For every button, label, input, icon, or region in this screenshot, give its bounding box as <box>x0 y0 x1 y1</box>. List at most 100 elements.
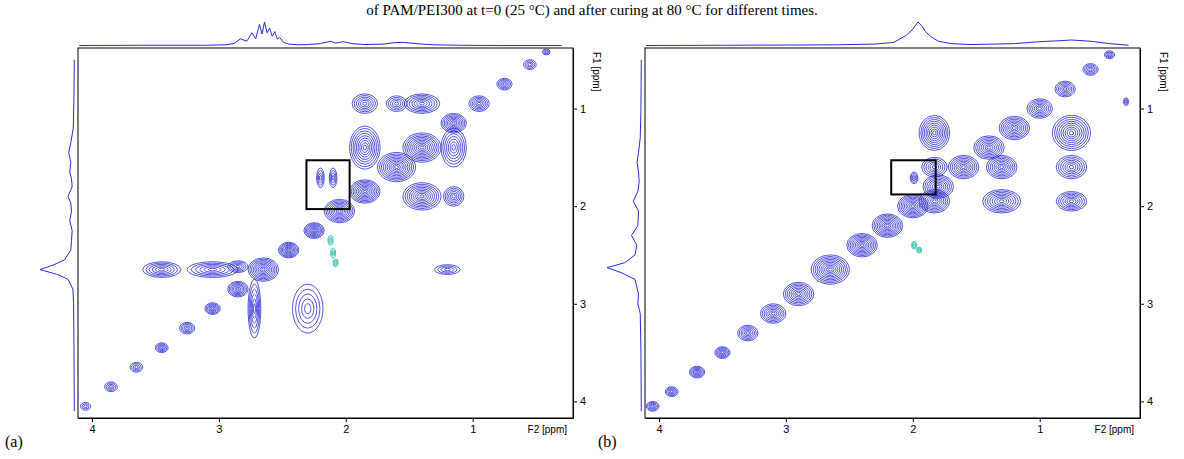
contour-ring <box>923 119 947 146</box>
contour-ring <box>407 95 437 112</box>
y-tick-mark <box>1140 401 1144 402</box>
contour-ring <box>1034 104 1045 112</box>
projection-f1 <box>40 60 74 411</box>
contour-ring <box>328 235 333 245</box>
contour-ring <box>768 309 779 317</box>
contour-ring <box>906 201 920 211</box>
contour-ring <box>791 288 806 300</box>
contour-ring <box>545 51 548 53</box>
contour-ring <box>924 121 944 144</box>
contour-ring <box>929 127 939 139</box>
contour-ring <box>393 164 401 170</box>
contour-ring <box>355 133 375 162</box>
contour-ring <box>1059 121 1084 144</box>
contour-ring <box>200 266 225 274</box>
x-axis-line <box>646 418 1141 419</box>
contour-ring <box>956 161 971 173</box>
y-tick: 3 <box>1140 298 1153 310</box>
contour-ring <box>852 237 872 253</box>
contour-ring <box>669 390 674 394</box>
contour-ring <box>929 197 940 206</box>
y-tick-label: 3 <box>1147 298 1153 310</box>
panel-label: (a) <box>5 433 23 451</box>
contour-ring <box>1125 100 1127 103</box>
plot-area <box>81 49 551 410</box>
contour-ring <box>229 282 246 295</box>
contour-ring <box>414 142 429 154</box>
contour-ring <box>393 101 401 107</box>
contour-ring <box>528 63 531 65</box>
contour-ring <box>450 193 457 200</box>
plot-frame <box>645 48 1140 418</box>
contour-ring <box>1063 88 1066 91</box>
y-tick-mark <box>573 304 577 305</box>
contour-ring <box>691 367 704 377</box>
contour-ring <box>1056 155 1086 178</box>
contour-ring <box>1108 54 1111 56</box>
contour-ring <box>917 247 922 253</box>
contour-ring <box>411 139 434 157</box>
contour-ring <box>331 205 348 218</box>
contour-ring <box>302 299 314 319</box>
contour-ring <box>761 304 786 324</box>
contour-ring <box>449 120 459 127</box>
contour-ring <box>409 137 436 158</box>
x-tick: 3 <box>216 418 222 435</box>
contour-ring <box>351 128 378 166</box>
contour-ring <box>821 262 840 277</box>
contour-ring <box>353 182 377 200</box>
contour-ring <box>286 248 291 252</box>
contour-ring <box>1055 81 1075 97</box>
contour-ring <box>813 256 847 282</box>
contour-ring <box>962 166 966 169</box>
contour-ring <box>287 249 290 251</box>
contour-ring <box>998 164 1006 170</box>
contour-ring <box>717 349 727 357</box>
contour-ring <box>469 96 489 112</box>
contour-ring <box>205 303 220 315</box>
contour-ring <box>1065 197 1078 205</box>
contour-ring <box>228 281 248 297</box>
contour-ring <box>149 264 174 274</box>
contour-ring <box>1104 51 1114 59</box>
contour-ring <box>444 187 464 207</box>
contour-ring <box>296 289 320 328</box>
contour-ring <box>313 230 316 232</box>
y-tick-label: 1 <box>1147 103 1153 115</box>
contour-ring <box>308 226 321 236</box>
contour-ring <box>825 265 836 274</box>
contour-ring <box>420 195 424 198</box>
contour-ring <box>381 155 411 178</box>
contour-ring <box>930 164 938 171</box>
contour-ring <box>1000 166 1004 169</box>
contour-ring <box>983 143 994 152</box>
contour-ring <box>783 282 813 305</box>
contour-ring <box>312 229 317 233</box>
contour-ring <box>133 365 139 370</box>
contour-ring <box>255 263 272 276</box>
contour-ring <box>1011 125 1019 131</box>
contour-ring <box>954 160 973 175</box>
y-axis: 1234 <box>573 49 586 419</box>
contour-ring <box>257 264 271 274</box>
contour-ring <box>158 345 166 351</box>
contour-ring <box>544 50 549 54</box>
contour-ring <box>543 49 551 55</box>
contour-ring <box>527 62 533 67</box>
contour-ring <box>978 139 1001 157</box>
contour-ring <box>1061 159 1083 176</box>
contour-ring <box>1060 85 1070 93</box>
contour-ring <box>152 266 171 274</box>
contour-ring <box>207 305 217 313</box>
contour-ring <box>334 260 337 265</box>
contour-ring <box>498 79 510 88</box>
contour-ring <box>260 267 267 272</box>
projection-f1 <box>607 60 641 411</box>
x-tick-label: 2 <box>343 423 349 435</box>
contour-ring <box>331 248 336 258</box>
contour-ring <box>471 97 488 110</box>
contour-ring <box>363 190 366 193</box>
contour-ring <box>1083 64 1098 76</box>
y-tick-mark <box>573 109 577 110</box>
contour-ring <box>143 262 181 278</box>
